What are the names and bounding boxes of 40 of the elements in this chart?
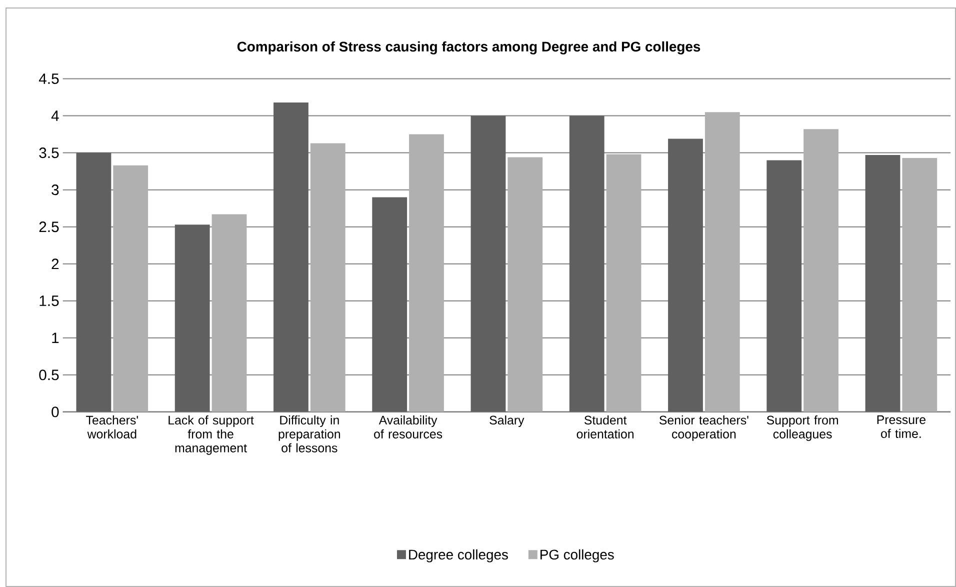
bar xyxy=(508,157,543,412)
bar xyxy=(704,112,740,412)
x-tick-label: Salary xyxy=(490,415,524,428)
bar xyxy=(212,214,247,412)
y-tick-label: 1.5 xyxy=(40,296,59,306)
legend-label: Degree colleges xyxy=(409,549,508,562)
x-tick-label: Difficulty in preparation of lessons xyxy=(278,415,340,452)
x-tick-label: Pressure of time. xyxy=(877,415,926,438)
bar xyxy=(804,129,838,412)
bar xyxy=(766,160,802,412)
y-tick-label: 3.5 xyxy=(39,148,59,158)
y-tick-label: 4 xyxy=(51,110,59,121)
y-tick-label: 1 xyxy=(52,332,59,344)
bar xyxy=(372,197,408,412)
bar xyxy=(470,116,506,412)
bar xyxy=(902,158,938,412)
y-tick-label: 2 xyxy=(52,258,59,270)
x-tick-label: Teachers' workload xyxy=(86,415,138,438)
x-tick-label: Lack of support from the management xyxy=(168,415,254,455)
y-tick-label: 4.5 xyxy=(38,74,59,84)
legend-label: PG colleges xyxy=(540,549,614,562)
x-tick-label: Support from colleagues xyxy=(766,415,838,441)
bar xyxy=(274,102,308,412)
bar xyxy=(174,224,210,412)
bar xyxy=(569,116,604,412)
bar xyxy=(310,143,346,412)
bar xyxy=(409,134,444,412)
bar xyxy=(668,138,703,412)
bar xyxy=(113,165,148,412)
chart-title: Comparison of Stress causing factors among Degree and PG colleges xyxy=(237,41,700,54)
bar xyxy=(865,155,900,412)
x-tick-label: Student orientation xyxy=(576,415,634,438)
x-tick-label: Senior teachers' cooperation xyxy=(659,415,748,441)
bar xyxy=(606,154,642,412)
y-tick-label: 3 xyxy=(52,184,59,196)
y-tick-label: 0 xyxy=(52,406,59,418)
bar xyxy=(76,152,112,412)
y-tick-label: 0.5 xyxy=(39,370,59,380)
x-tick-label: Availability of resources xyxy=(374,415,442,438)
y-tick-label: 2.5 xyxy=(39,222,59,232)
